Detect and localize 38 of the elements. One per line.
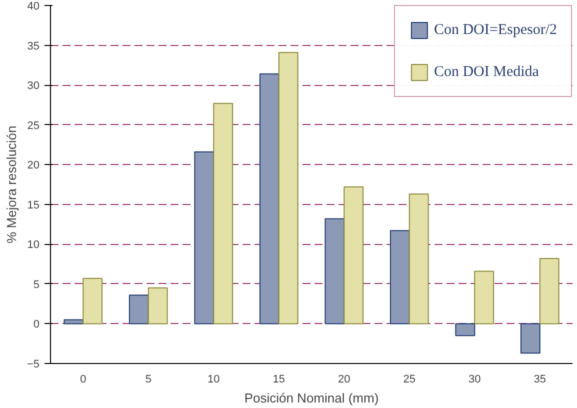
y-tick-label: 15 bbox=[27, 199, 40, 212]
bar bbox=[390, 230, 410, 324]
y-tick-label: 0 bbox=[33, 318, 40, 331]
x-tick-label: 0 bbox=[80, 374, 86, 386]
legend-label: Con DOI=Espesor/2 bbox=[434, 22, 557, 38]
y-tick-label: 35 bbox=[27, 40, 40, 52]
bar bbox=[344, 186, 364, 324]
bar bbox=[82, 278, 103, 324]
y-tick-label: 20 bbox=[27, 160, 40, 172]
x-tick-label: 15 bbox=[272, 374, 286, 386]
y-tick-label: 10 bbox=[27, 239, 40, 252]
y-tick-label: −5 bbox=[26, 358, 40, 370]
bar bbox=[455, 323, 476, 336]
bar bbox=[408, 194, 429, 324]
bar bbox=[520, 323, 540, 354]
bar bbox=[213, 102, 234, 324]
x-tick-label: 25 bbox=[403, 374, 416, 386]
x-tick-label: 30 bbox=[468, 374, 481, 386]
bar bbox=[474, 270, 494, 324]
bar bbox=[194, 151, 214, 324]
legend-label: Con DOI Medida bbox=[434, 64, 539, 80]
bar bbox=[324, 218, 345, 324]
bar bbox=[539, 258, 560, 324]
bar bbox=[259, 73, 280, 324]
y-axis-title: % Mejora resolución bbox=[4, 126, 19, 244]
y-tick-label: 30 bbox=[27, 80, 40, 92]
bar bbox=[64, 319, 84, 324]
y-tick-label: 25 bbox=[27, 120, 40, 132]
x-tick-label: 10 bbox=[208, 374, 220, 386]
x-tick-label: 5 bbox=[145, 374, 152, 386]
x-tick-label: 20 bbox=[338, 374, 350, 386]
x-axis-title: Posición Nominal (mm) bbox=[244, 390, 379, 406]
y-tick-label: 40 bbox=[27, 0, 40, 12]
bar bbox=[278, 52, 298, 324]
x-tick-label: 35 bbox=[534, 374, 546, 386]
bar bbox=[128, 294, 149, 324]
bar bbox=[148, 287, 168, 324]
y-tick-label: 5 bbox=[33, 278, 40, 291]
